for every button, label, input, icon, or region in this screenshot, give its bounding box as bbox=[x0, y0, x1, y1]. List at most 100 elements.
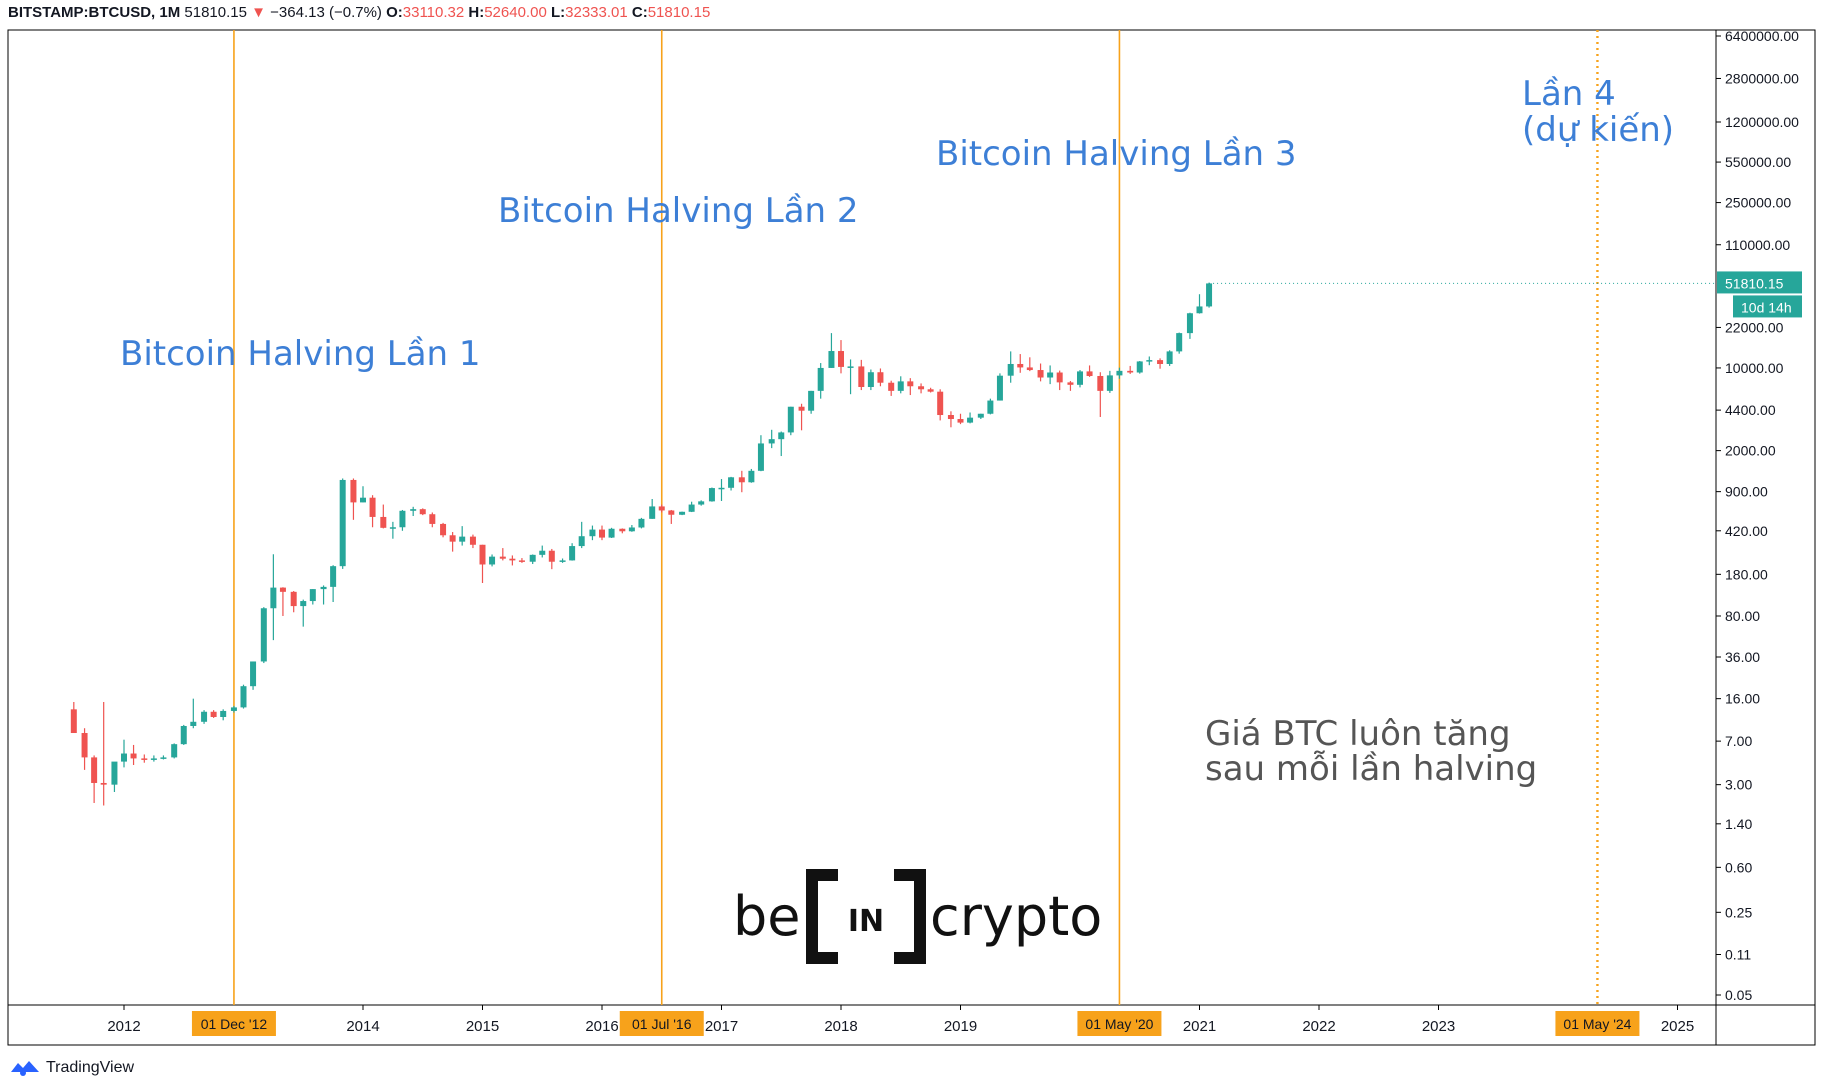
logo-bracket-right bbox=[894, 869, 926, 964]
logo-in: IN bbox=[848, 904, 884, 939]
candle-body bbox=[1067, 382, 1074, 385]
y-tick-label: 6400000.00 bbox=[1725, 28, 1799, 44]
candle-body bbox=[180, 725, 187, 745]
candle-body bbox=[1136, 361, 1143, 373]
low-value: 32333.01 bbox=[565, 4, 628, 21]
x-tick-label: 2012 bbox=[107, 1018, 140, 1035]
halving-annotation: Bitcoin Halving Lần 2 bbox=[498, 191, 859, 231]
y-tick-label: 0.60 bbox=[1725, 859, 1752, 875]
y-tick-label: 2000.00 bbox=[1725, 443, 1776, 459]
candle-body bbox=[210, 711, 217, 717]
candle-body bbox=[539, 550, 546, 555]
candle-body bbox=[429, 514, 436, 524]
candle-body bbox=[150, 758, 157, 760]
candle-body bbox=[1007, 363, 1014, 376]
candle-body bbox=[440, 523, 447, 536]
candle-body bbox=[1196, 306, 1203, 314]
candle-body bbox=[201, 711, 208, 722]
candle-body bbox=[1056, 372, 1063, 383]
halving-date-label: 01 Dec '12 bbox=[201, 1016, 268, 1032]
halving-date-label: 01 May '24 bbox=[1563, 1016, 1631, 1032]
candle-body bbox=[679, 511, 686, 515]
candle-body bbox=[918, 386, 925, 390]
candle-body bbox=[369, 497, 376, 517]
last-price-badge bbox=[1717, 271, 1802, 294]
candle-body bbox=[230, 707, 237, 711]
countdown-badge bbox=[1733, 295, 1802, 318]
halving-date-badge bbox=[619, 1011, 704, 1036]
candle-body bbox=[748, 470, 755, 483]
candle-body bbox=[1077, 371, 1083, 385]
candle-body bbox=[380, 516, 387, 528]
candle-body bbox=[1086, 371, 1093, 376]
candle-body bbox=[309, 589, 316, 602]
y-tick-label: 250000.00 bbox=[1725, 195, 1791, 211]
candle-body bbox=[1047, 372, 1054, 378]
candle-body bbox=[419, 509, 426, 515]
x-tick-label: 2022 bbox=[1302, 1018, 1335, 1035]
candle-body bbox=[738, 477, 745, 483]
candle-body bbox=[858, 366, 865, 388]
candle-body bbox=[877, 372, 884, 383]
halving-date-badge bbox=[191, 1011, 276, 1036]
candle-body bbox=[1127, 370, 1134, 373]
candle-body bbox=[548, 550, 555, 562]
candle-body bbox=[499, 556, 506, 559]
candle-body bbox=[718, 487, 725, 490]
candle-body bbox=[569, 546, 576, 561]
tradingview-brand[interactable]: TradingView bbox=[46, 1059, 135, 1076]
candle-body bbox=[339, 479, 346, 567]
candle-body bbox=[638, 518, 645, 528]
candle-body bbox=[996, 375, 1003, 401]
x-tick-label: 2023 bbox=[1422, 1018, 1455, 1035]
candle-body bbox=[410, 509, 417, 511]
note-line-1: Giá BTC luôn tăng bbox=[1205, 714, 1511, 754]
candle-body bbox=[578, 536, 585, 547]
candle-body bbox=[987, 400, 994, 414]
candle-body bbox=[817, 367, 824, 391]
beincrypto-logo: be IN crypto bbox=[733, 869, 1102, 964]
candle-body bbox=[798, 406, 805, 411]
candle-body bbox=[121, 753, 127, 762]
halving-annotation: Lần 4 bbox=[1522, 74, 1616, 114]
chart-header: BITSTAMP:BTCUSD, 1M 51810.15 ▼ −364.13 (… bbox=[8, 4, 710, 21]
y-tick-label: 10000.00 bbox=[1725, 360, 1784, 376]
note-line-2: sau mỗi lần halving bbox=[1205, 749, 1537, 789]
candle-body bbox=[81, 733, 88, 758]
halving-annotation: Bitcoin Halving Lần 1 bbox=[120, 334, 481, 374]
candle-body bbox=[1037, 370, 1044, 378]
price-change: −364.13 (−0.7%) bbox=[270, 4, 382, 21]
y-tick-label: 110000.00 bbox=[1725, 237, 1790, 253]
y-tick-label: 2800000.00 bbox=[1725, 70, 1799, 86]
candle-body bbox=[867, 372, 874, 388]
candle-body bbox=[907, 381, 914, 387]
candle-body bbox=[619, 528, 626, 532]
countdown-label: 10d 14h bbox=[1741, 299, 1792, 315]
candle-body bbox=[728, 477, 735, 488]
y-tick-label: 900.00 bbox=[1725, 484, 1768, 500]
candle-body bbox=[1146, 360, 1153, 362]
candle-body bbox=[599, 529, 605, 538]
candle-body bbox=[320, 586, 327, 590]
candle-body bbox=[897, 381, 904, 391]
high-label: H: bbox=[468, 4, 485, 21]
candle-body bbox=[1176, 333, 1183, 352]
candle-body bbox=[399, 510, 406, 528]
high-value: 52640.00 bbox=[484, 4, 547, 21]
candle-body bbox=[250, 661, 257, 687]
candle-body bbox=[649, 506, 656, 519]
candle-body bbox=[808, 390, 815, 411]
y-tick-label: 550000.00 bbox=[1725, 154, 1791, 170]
candle-body bbox=[668, 510, 675, 515]
candle-body bbox=[927, 389, 934, 392]
candle-body bbox=[130, 753, 137, 759]
candle-body bbox=[658, 506, 665, 511]
y-tick-label: 180.00 bbox=[1725, 566, 1768, 582]
candle-body bbox=[240, 686, 247, 708]
y-tick-label: 0.25 bbox=[1725, 904, 1752, 920]
x-tick-label: 2025 bbox=[1661, 1018, 1694, 1035]
candle-body bbox=[1106, 375, 1113, 391]
candle-body bbox=[220, 710, 227, 717]
candle-body bbox=[757, 443, 764, 471]
